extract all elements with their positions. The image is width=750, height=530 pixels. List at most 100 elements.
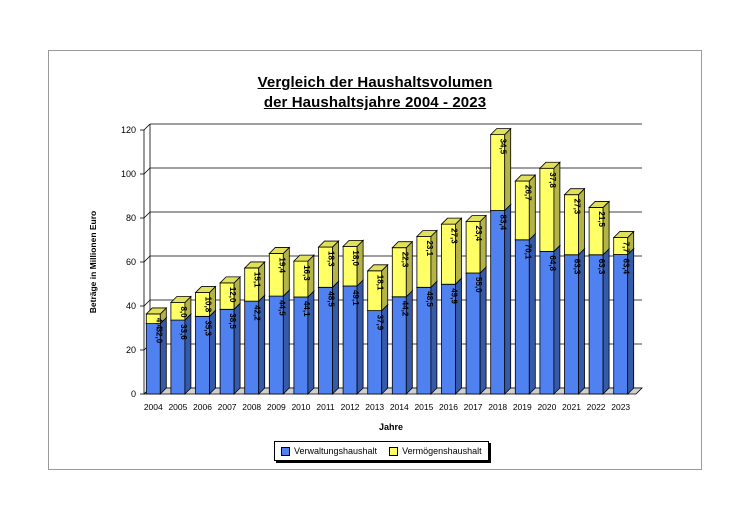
bar-top xyxy=(268,247,291,254)
bar-top xyxy=(489,128,512,136)
data-label-vermoegenshaushalt: 10,8 xyxy=(204,297,213,313)
bar-vermoegenshaushalt xyxy=(588,200,611,256)
bar-vermoegenshaushalt xyxy=(538,161,561,253)
data-label-vermoegenshaushalt: 7,7 xyxy=(622,242,631,254)
gridline-depth xyxy=(143,255,151,263)
bar-vermoegenshaushalt xyxy=(342,239,365,287)
x-tick-label: 2011 xyxy=(316,402,335,412)
bar-vermoegenshaushalt xyxy=(145,306,168,325)
bar-vermoegenshaushalt xyxy=(489,127,512,212)
x-tick-label: 2019 xyxy=(513,402,532,412)
x-tick-label: 2010 xyxy=(291,402,310,412)
bar-vermoegenshaushalt xyxy=(268,246,291,298)
gridline-depth xyxy=(143,211,151,219)
bar-top xyxy=(366,264,389,272)
x-tick-label: 2023 xyxy=(611,402,630,412)
bar-top xyxy=(514,174,537,182)
bar-top xyxy=(169,296,192,303)
bar-front xyxy=(514,239,530,395)
bar-top xyxy=(588,201,611,208)
x-tick-label: 2012 xyxy=(341,402,360,412)
x-tick-label: 2016 xyxy=(439,402,458,412)
bar-side xyxy=(602,200,610,256)
bar-top xyxy=(391,241,414,249)
x-tick-label: 2014 xyxy=(390,402,409,412)
x-tick-label: 2020 xyxy=(537,402,556,412)
bar-front xyxy=(490,210,506,395)
data-label-vermoegenshaushalt: 23,4 xyxy=(474,226,483,242)
data-label-vermoegenshaushalt: 37,8 xyxy=(548,172,557,188)
data-label-verwaltungshaushalt: 38,5 xyxy=(228,313,237,329)
chart-legend: Verwaltungshaushalt Vermögenshaushalt xyxy=(274,441,489,461)
x-tick-label: 2013 xyxy=(365,402,384,412)
bar-vermoegenshaushalt xyxy=(415,229,438,289)
bar-top xyxy=(563,188,586,196)
bar-vermoegenshaushalt xyxy=(292,254,315,298)
y-tick-label: 100 xyxy=(121,169,136,179)
bar-top xyxy=(612,231,635,238)
bar-front xyxy=(564,254,579,395)
bar-side xyxy=(504,203,512,395)
bar-vermoegenshaushalt xyxy=(243,260,266,303)
x-tick-label: 2018 xyxy=(488,402,507,412)
x-axis-title: Jahre xyxy=(379,422,403,432)
bar-side xyxy=(430,229,438,289)
data-label-verwaltungshaushalt: 32,0 xyxy=(154,328,163,344)
legend-swatch-vermoegenshaushalt xyxy=(389,446,399,456)
bar-top xyxy=(219,276,242,284)
x-tick-label: 2021 xyxy=(562,402,581,412)
data-label-vermoegenshaushalt: 4,4 xyxy=(154,318,163,330)
x-tick-label: 2006 xyxy=(193,402,212,412)
legend-label-vermoegenshaushalt: Vermögenshaushalt xyxy=(402,446,482,456)
data-label-vermoegenshaushalt: 18,3 xyxy=(327,251,336,267)
bar-vermoegenshaushalt xyxy=(465,214,488,274)
bar-vermoegenshaushalt xyxy=(366,263,389,312)
x-tick-label: 2017 xyxy=(464,402,483,412)
data-label-verwaltungshaushalt: 64,8 xyxy=(548,255,557,271)
x-tick-label: 2008 xyxy=(242,402,261,412)
bar-top xyxy=(440,217,463,225)
data-label-vermoegenshaushalt: 27,3 xyxy=(450,228,459,244)
bar-side xyxy=(405,240,413,298)
data-label-verwaltungshaushalt: 55,0 xyxy=(474,277,483,293)
chart-title-line-2: der Haushaltsjahre 2004 - 2023 xyxy=(263,94,487,111)
data-label-verwaltungshaushalt: 48,5 xyxy=(327,291,336,307)
data-label-verwaltungshaushalt: 63,3 xyxy=(573,259,582,275)
data-label-verwaltungshaushalt: 44,5 xyxy=(277,300,286,316)
bar-front xyxy=(613,254,629,395)
data-label-verwaltungshaushalt: 83,4 xyxy=(499,215,508,231)
data-label-vermoegenshaushalt: 16,3 xyxy=(302,265,311,281)
data-label-vermoegenshaushalt: 23,1 xyxy=(425,240,434,256)
bar-top xyxy=(317,240,340,248)
data-label-verwaltungshaushalt: 70,1 xyxy=(523,244,532,260)
data-label-verwaltungshaushalt: 37,9 xyxy=(376,315,385,331)
data-label-vermoegenshaushalt: 22,3 xyxy=(400,252,409,268)
x-tick-label: 2015 xyxy=(414,402,433,412)
chart-title-line-1: Vergleich der Haushaltsvolumen xyxy=(257,74,493,91)
x-tick-label: 2004 xyxy=(144,402,163,412)
bar-top xyxy=(465,215,488,222)
y-axis-title: Beträge in Millionen Euro xyxy=(88,211,98,313)
data-label-vermoegenshaushalt: 8,0 xyxy=(179,306,188,318)
bar-vermoegenshaushalt xyxy=(514,174,537,241)
data-label-verwaltungshaushalt: 42,2 xyxy=(253,305,262,321)
legend-swatch-verwaltungshaushalt xyxy=(281,446,290,456)
data-label-verwaltungshaushalt: 49,1 xyxy=(351,290,360,306)
data-label-vermoegenshaushalt: 19,4 xyxy=(277,257,286,273)
y-tick-label: 60 xyxy=(126,257,136,267)
y-tick-label: 120 xyxy=(121,125,136,135)
x-tick-label: 2007 xyxy=(218,402,237,412)
data-label-verwaltungshaushalt: 49,9 xyxy=(450,288,459,304)
x-tick-label: 2005 xyxy=(168,402,187,412)
bar-vermoegenshaushalt xyxy=(219,275,242,311)
data-label-vermoegenshaushalt: 34,5 xyxy=(499,139,508,155)
bar-top xyxy=(415,230,438,237)
data-label-vermoegenshaushalt: 15,1 xyxy=(253,272,262,288)
bar-verwaltungshaushalt xyxy=(489,203,512,395)
gridline-depth xyxy=(143,123,151,131)
bar-top xyxy=(292,254,315,262)
data-label-verwaltungshaushalt: 63,4 xyxy=(622,259,631,275)
bar-vermoegenshaushalt xyxy=(612,230,635,256)
bar-verwaltungshaushalt xyxy=(169,313,192,395)
